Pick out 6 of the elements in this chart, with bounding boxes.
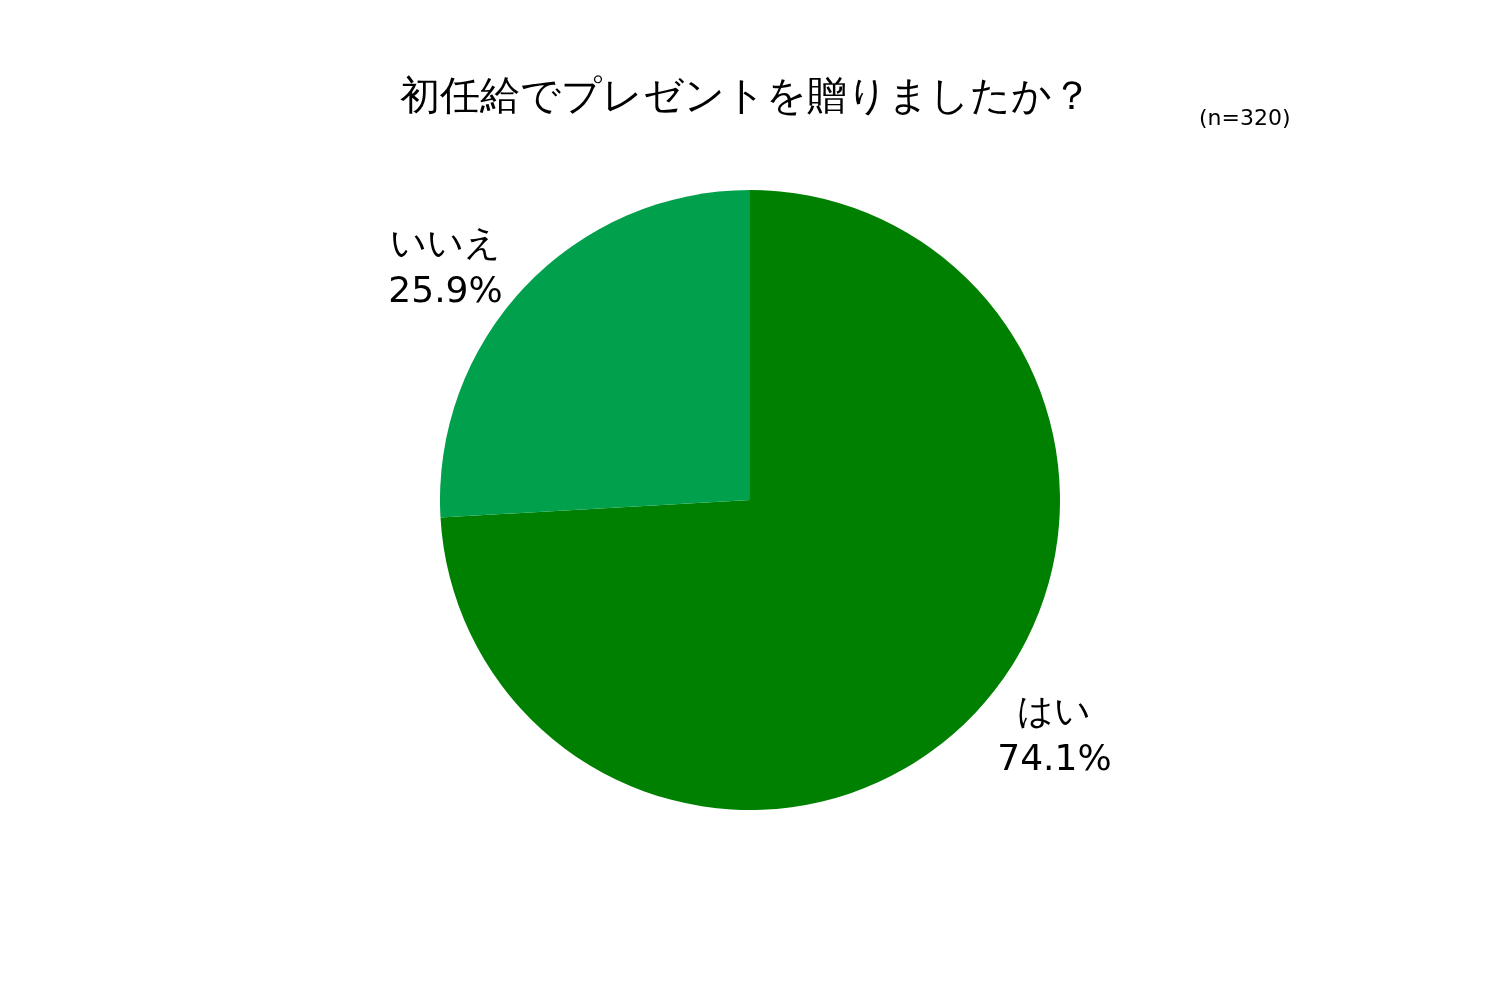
data-label: 25.9% <box>388 269 503 311</box>
slice-label: いいえ <box>390 222 502 264</box>
chart-title: 初任給でプレゼントを贈りましたか？ <box>399 72 1092 118</box>
slice-label: はい <box>1017 689 1092 731</box>
data-label: 74.1% <box>997 736 1112 778</box>
text: (n=320) <box>1199 105 1291 130</box>
